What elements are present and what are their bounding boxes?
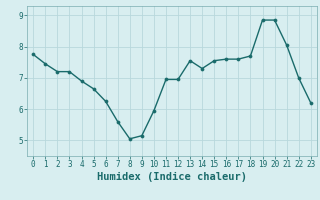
- X-axis label: Humidex (Indice chaleur): Humidex (Indice chaleur): [97, 172, 247, 182]
